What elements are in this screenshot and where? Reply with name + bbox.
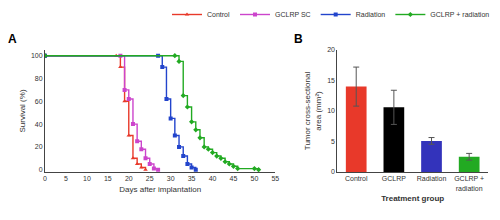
svg-text:5: 5: [331, 138, 335, 145]
svg-text:Control: Control: [345, 175, 368, 182]
svg-text:GCLRP: GCLRP: [382, 175, 406, 182]
svg-text:20: 20: [35, 143, 43, 150]
svg-text:GCLRP +radiation: GCLRP +radiation: [454, 175, 484, 191]
svg-text:10: 10: [83, 175, 91, 182]
svg-text:B: B: [294, 32, 303, 46]
svg-text:10: 10: [327, 107, 335, 114]
svg-text:35: 35: [188, 175, 196, 182]
svg-text:5: 5: [64, 175, 68, 182]
svg-text:Survival (%): Survival (%): [18, 89, 27, 132]
svg-text:40: 40: [35, 121, 43, 128]
svg-text:100: 100: [31, 52, 43, 59]
svg-text:80: 80: [35, 75, 43, 82]
svg-text:A: A: [8, 32, 17, 46]
svg-text:Treatment group: Treatment group: [381, 194, 444, 203]
svg-text:Control: Control: [207, 11, 230, 18]
svg-text:GCLRP SC: GCLRP SC: [275, 11, 311, 18]
svg-text:15: 15: [104, 175, 112, 182]
svg-text:25: 25: [146, 175, 154, 182]
svg-text:60: 60: [35, 98, 43, 105]
svg-text:20: 20: [125, 175, 133, 182]
svg-text:55: 55: [271, 175, 279, 182]
svg-text:Radiation: Radiation: [417, 175, 447, 182]
svg-text:0: 0: [39, 166, 43, 173]
svg-text:GCLRP + radiation: GCLRP + radiation: [430, 11, 489, 18]
svg-text:Radiation: Radiation: [356, 11, 386, 18]
svg-text:Days after implantation: Days after implantation: [119, 185, 201, 194]
svg-text:50: 50: [251, 175, 259, 182]
svg-text:30: 30: [167, 175, 175, 182]
svg-text:0: 0: [43, 175, 47, 182]
svg-text:20: 20: [327, 46, 335, 53]
svg-text:15: 15: [327, 77, 335, 84]
svg-text:Tumor cross-sectionalarea (mm²: Tumor cross-sectionalarea (mm²): [303, 72, 322, 151]
svg-text:0: 0: [331, 168, 335, 175]
svg-text:40: 40: [209, 175, 217, 182]
svg-text:45: 45: [230, 175, 238, 182]
